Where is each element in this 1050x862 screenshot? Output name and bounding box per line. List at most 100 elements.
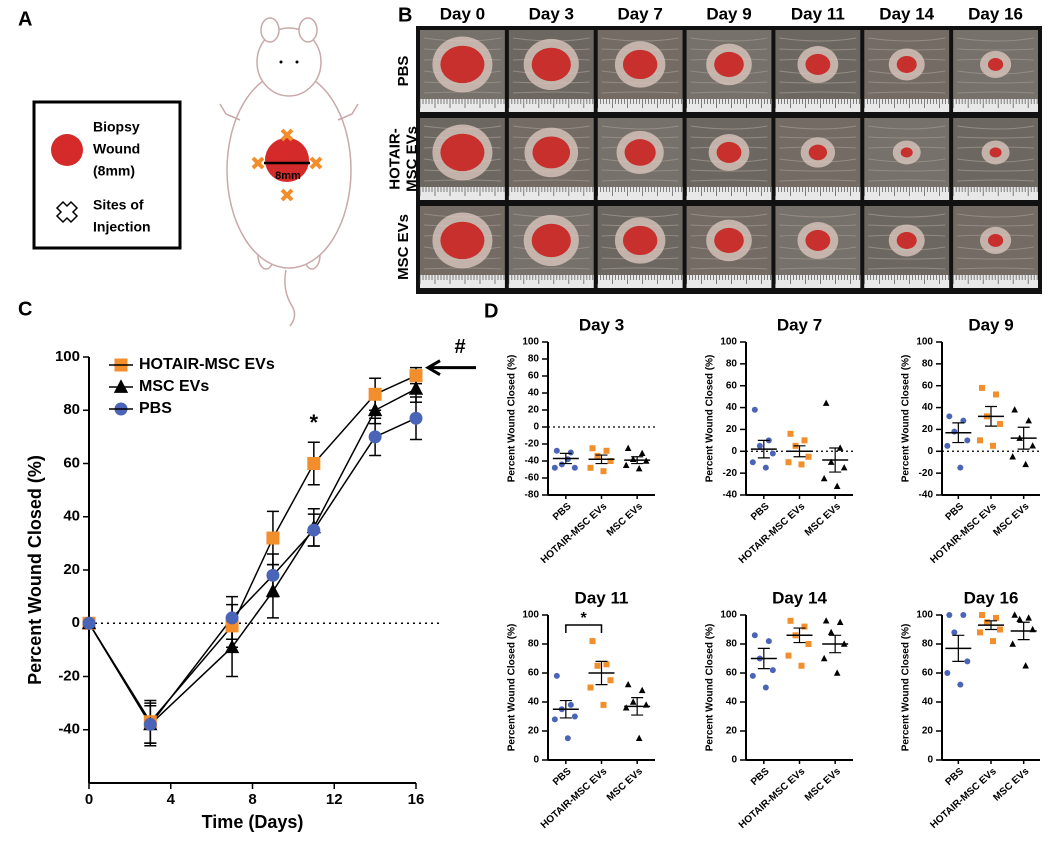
fur-texture — [601, 91, 679, 94]
y-tick-label: 20 — [726, 726, 738, 737]
fur-texture — [957, 81, 1035, 84]
marker — [1009, 453, 1016, 460]
fur-texture — [957, 37, 1035, 42]
fur-texture — [779, 169, 857, 172]
marker — [635, 465, 643, 472]
x-tick-label: MSC EVs — [991, 766, 1031, 804]
legend-box: Biopsy Wound (8mm) Sites of Injection — [32, 100, 182, 250]
fur-texture — [957, 213, 1035, 218]
x-tick-label: HOTAIR-MSC EVs — [737, 501, 808, 566]
marker — [367, 402, 383, 417]
marker — [990, 638, 996, 645]
marker — [622, 704, 630, 711]
marker — [946, 413, 953, 420]
legend-text: Biopsy — [93, 119, 140, 135]
wound — [531, 47, 571, 82]
fur-texture — [868, 267, 946, 270]
marker — [1016, 615, 1023, 623]
marker — [820, 475, 828, 482]
fur-texture — [601, 213, 679, 218]
fur-texture — [690, 125, 768, 130]
error-bar — [559, 452, 572, 465]
y-tick-label: 40 — [528, 697, 540, 708]
wound — [714, 51, 744, 78]
marker — [785, 652, 792, 659]
x-tick-label: 0 — [85, 791, 93, 808]
marker — [1011, 611, 1018, 618]
chart-title: Day 11 — [575, 588, 629, 607]
x-tick-label: HOTAIR-MSC EVs — [539, 501, 610, 566]
fur-texture — [512, 267, 590, 270]
fur-texture — [868, 136, 946, 139]
arrow — [425, 359, 476, 376]
marker — [553, 447, 560, 454]
marker — [840, 464, 848, 471]
y-tick-label: 80 — [528, 354, 540, 365]
legend-label: PBS — [139, 400, 172, 417]
fur-texture — [868, 257, 946, 260]
marker — [836, 618, 844, 625]
y-axis-label: Percent Wound Closed (%) — [705, 624, 716, 752]
marker — [567, 449, 574, 456]
wound — [805, 229, 831, 251]
y-tick-label: 100 — [720, 610, 737, 621]
fur-texture — [868, 125, 946, 130]
wound — [714, 227, 744, 254]
fur-texture — [868, 81, 946, 84]
wound — [440, 45, 485, 84]
marker — [571, 713, 578, 720]
marker — [833, 669, 841, 676]
error-bar — [1017, 426, 1030, 450]
fur-texture — [779, 213, 857, 218]
marker — [785, 459, 792, 466]
chart-title: Day 3 — [579, 315, 624, 334]
marker — [607, 458, 614, 464]
marker — [603, 447, 610, 454]
y-tick-label: -20 — [919, 468, 934, 479]
marker — [762, 464, 769, 471]
y-tick-label: 20 — [922, 424, 934, 435]
marker — [1025, 417, 1032, 424]
chart-title: Day 16 — [964, 588, 1019, 607]
legend-label: HOTAIR-MSC EVs — [139, 356, 275, 373]
panel-label: C — [18, 298, 32, 320]
y-tick-label: 100 — [55, 348, 80, 365]
y-tick-label: 40 — [726, 697, 738, 708]
marker — [368, 387, 382, 401]
x-tick-label: MSC EVs — [803, 501, 843, 539]
error-bar — [985, 405, 997, 427]
legend-text: (8mm) — [93, 163, 135, 179]
wound — [896, 231, 917, 249]
wound — [900, 147, 913, 158]
marker — [957, 464, 964, 471]
marker — [589, 445, 596, 452]
marker — [977, 437, 983, 444]
wound — [808, 144, 828, 161]
fur-texture — [779, 267, 857, 270]
fur-texture — [868, 213, 946, 218]
error-bar — [829, 447, 842, 473]
error-bar — [595, 660, 608, 686]
ear — [260, 17, 280, 43]
legend-label: MSC EVs — [139, 378, 209, 395]
marker — [979, 612, 985, 618]
eye — [295, 60, 299, 64]
marker — [1009, 640, 1016, 647]
marker — [960, 417, 967, 424]
marker — [600, 701, 607, 708]
marker — [266, 568, 280, 582]
marker — [827, 458, 835, 465]
y-tick-label: 0 — [72, 614, 80, 631]
marker — [827, 628, 835, 636]
x-tick-label: MSC EVs — [605, 501, 645, 539]
column-label: Day 11 — [791, 4, 845, 23]
injection-sites — [251, 128, 323, 202]
marker — [307, 523, 321, 537]
marker — [951, 428, 958, 435]
fur-texture — [690, 169, 768, 172]
fur-texture — [868, 91, 946, 94]
scale-label: 8mm — [275, 170, 301, 182]
y-tick-label: 100 — [522, 610, 539, 621]
y-tick-label: 100 — [720, 337, 737, 348]
y-tick-label: 0 — [731, 446, 737, 457]
